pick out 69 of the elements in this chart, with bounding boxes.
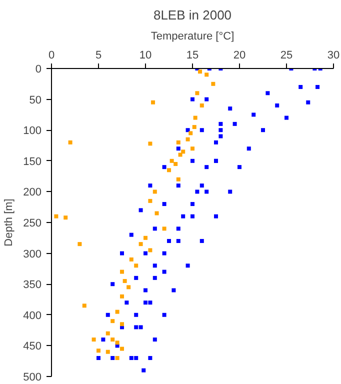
point <box>193 116 198 120</box>
point <box>170 158 174 163</box>
point <box>178 152 182 157</box>
point <box>120 322 124 326</box>
point <box>120 294 124 298</box>
point <box>174 162 178 166</box>
point <box>115 310 120 314</box>
point <box>115 356 120 360</box>
point <box>110 319 115 324</box>
point <box>92 338 96 342</box>
x-axis-title: Temperature [°C] <box>150 30 234 42</box>
y-tick-label: 350 <box>23 279 42 292</box>
point <box>122 279 127 284</box>
point <box>200 103 204 108</box>
y-tick-label: 250 <box>23 218 42 230</box>
x-tick-label: 25 <box>280 50 293 62</box>
x-tick-label: 5 <box>95 50 102 62</box>
point <box>148 142 152 146</box>
point <box>195 91 200 96</box>
x-tick-label: 30 <box>327 50 340 62</box>
point <box>154 211 159 216</box>
point <box>192 125 196 130</box>
point <box>176 177 180 182</box>
point <box>186 137 190 142</box>
point <box>106 350 110 354</box>
y-tick-label: 300 <box>23 248 42 260</box>
y-axis-title: Depth [m] <box>3 198 16 246</box>
x-tick-label: 0 <box>48 50 55 62</box>
point <box>188 131 193 136</box>
x-tick-label: 20 <box>233 50 246 62</box>
point <box>120 270 124 274</box>
point <box>54 214 58 218</box>
point <box>152 190 157 194</box>
point <box>115 340 120 345</box>
point <box>198 70 202 74</box>
point <box>68 140 72 144</box>
point <box>106 331 110 336</box>
point <box>148 198 152 203</box>
point <box>176 140 180 144</box>
point <box>204 72 209 77</box>
y-tick-label: 500 <box>23 372 42 384</box>
point <box>129 257 134 262</box>
point <box>78 242 82 246</box>
point <box>181 150 186 154</box>
point <box>126 285 131 290</box>
y-tick-label: 200 <box>23 186 42 199</box>
y-tick-label: 150 <box>23 156 42 168</box>
y-tick-label: 50 <box>29 94 42 106</box>
point <box>211 82 216 86</box>
x-tick-label: 10 <box>139 50 152 62</box>
point <box>138 242 143 246</box>
point <box>96 348 100 353</box>
point <box>110 338 115 342</box>
point <box>144 236 148 240</box>
point <box>167 168 171 172</box>
point <box>148 248 152 252</box>
x-tick-label: 15 <box>186 50 199 62</box>
chart-title: 8LEB in 2000 <box>153 8 232 22</box>
y-tick-label: 0 <box>35 64 42 76</box>
point <box>151 100 156 104</box>
point <box>64 216 68 220</box>
y-tick-label: 450 <box>23 340 42 353</box>
point <box>120 346 124 351</box>
point <box>82 304 86 308</box>
y-tick-label: 400 <box>23 310 42 322</box>
y-tick-label: 100 <box>23 125 42 138</box>
point <box>134 264 138 268</box>
point <box>162 226 166 231</box>
point <box>190 146 194 151</box>
